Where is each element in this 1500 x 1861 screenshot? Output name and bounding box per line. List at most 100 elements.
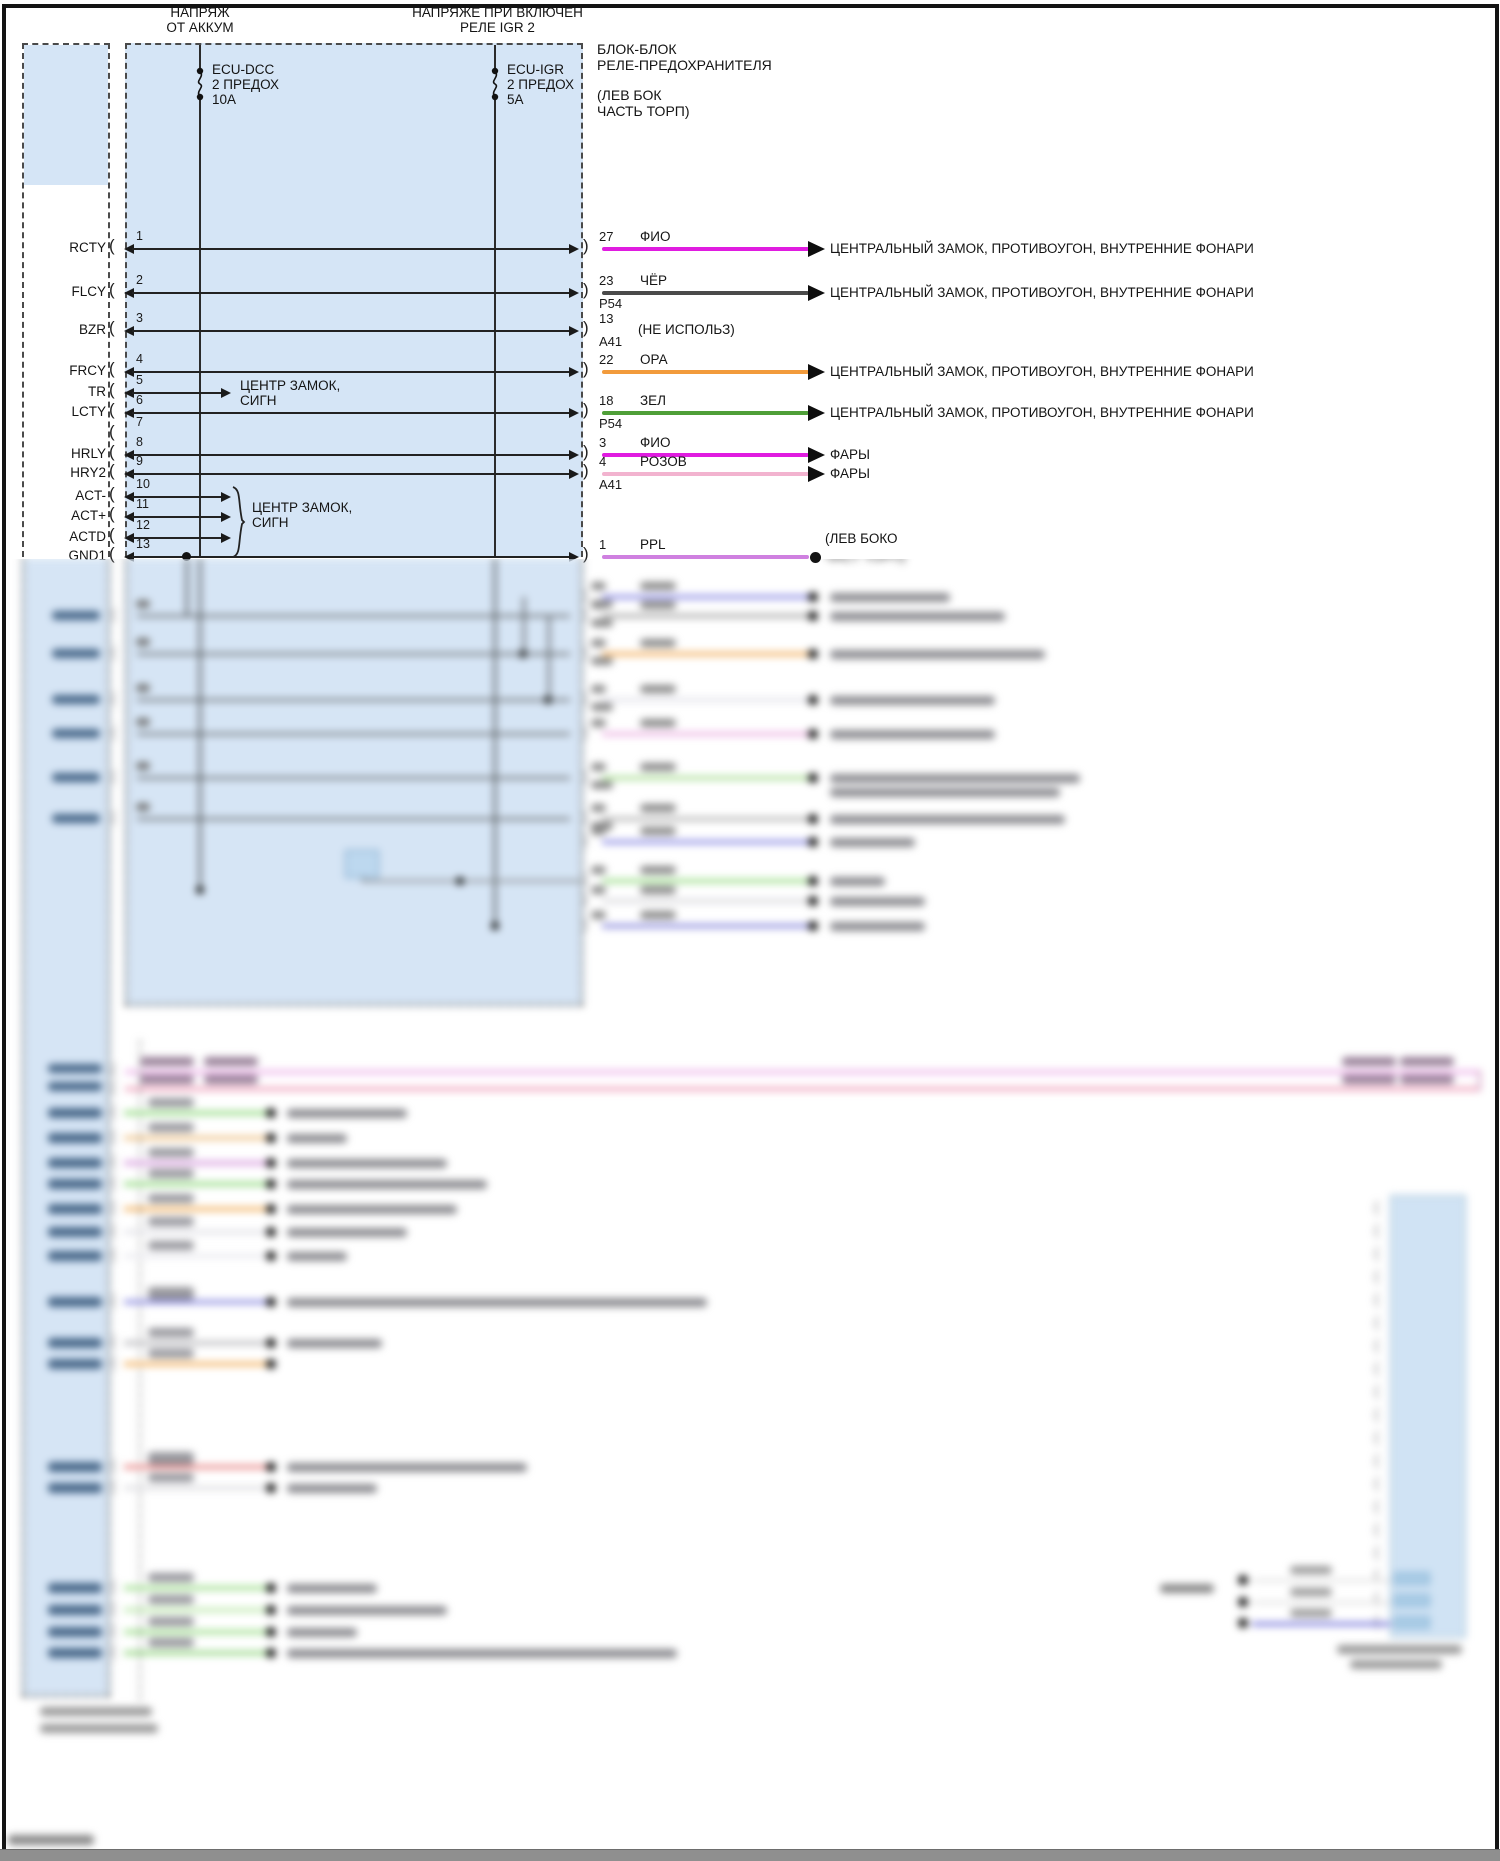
pin-bracket-icon: ( xyxy=(111,1457,116,1474)
relay-pin-number: 18 xyxy=(599,393,614,408)
relay-block-line2: РЕЛЕ-ПРЕДОХРАНИТЕЛЯ xyxy=(597,57,772,73)
left-pin-label: ACTD xyxy=(69,529,106,544)
blurred-line xyxy=(137,653,570,655)
blurred-text xyxy=(287,1484,377,1493)
blurred-line xyxy=(602,595,808,599)
pin-bracket-icon: ( xyxy=(111,1354,116,1371)
junction-dot xyxy=(266,1133,276,1143)
junction-dot xyxy=(808,921,818,931)
blurred-text xyxy=(287,1180,487,1189)
blurred-text xyxy=(148,1217,194,1226)
junction-dot xyxy=(808,814,818,824)
blurred-text xyxy=(148,1291,194,1300)
ecu-box-lower xyxy=(125,559,583,1006)
blurred-text xyxy=(136,638,150,646)
blurred-lower-diagram: (((((()))))))))))ЧАСТ ТОРП)(((((((((((((… xyxy=(0,559,1500,1861)
blurred-text xyxy=(287,1109,407,1118)
blurred-text xyxy=(1160,1584,1214,1593)
blurred-line xyxy=(186,559,188,616)
pin-number: 2 xyxy=(136,273,143,287)
colored-wire xyxy=(602,247,809,251)
fuse1-name: ECU-DCC xyxy=(212,62,275,77)
pin-bracket-icon: ( xyxy=(111,690,116,707)
blurred-text xyxy=(48,1648,102,1658)
blurred-text xyxy=(48,1583,102,1593)
junction-dot xyxy=(1238,1597,1248,1607)
blurred-text xyxy=(48,1227,102,1237)
blurred-text xyxy=(591,763,606,771)
destination-arrow-icon xyxy=(808,466,825,482)
wire-color-label: ФИО xyxy=(640,435,671,450)
junction-dot xyxy=(491,922,499,930)
pin-wire xyxy=(132,473,570,475)
pin-number: 4 xyxy=(136,352,143,366)
blurred-line xyxy=(124,1207,268,1211)
blurred-text xyxy=(52,649,100,658)
pin-number: 13 xyxy=(136,537,150,551)
blurred-text xyxy=(140,1075,194,1084)
junction-dot xyxy=(266,1627,276,1637)
pin-bracket-icon: ( xyxy=(1374,1314,1379,1331)
colored-wire xyxy=(602,411,809,415)
wire-arrow-right-icon xyxy=(569,450,579,460)
blurred-text xyxy=(830,897,925,906)
blurred-content-layer: (((((()))))))))))ЧАСТ ТОРП)(((((((((((((… xyxy=(0,559,1500,1861)
blurred-text xyxy=(1400,1075,1454,1084)
junction-dot xyxy=(266,1158,276,1168)
pin-bracket-icon: ( xyxy=(109,280,115,299)
blurred-text xyxy=(830,815,1065,824)
center-lock-note-line2: СИГН xyxy=(240,393,277,408)
junction-dot xyxy=(808,592,818,602)
pin-bracket-icon: ( xyxy=(1374,1222,1379,1239)
pin-number: 9 xyxy=(136,454,143,468)
pin-number: 3 xyxy=(136,311,143,325)
pin-number: 6 xyxy=(136,393,143,407)
blurred-text xyxy=(591,911,606,919)
pin-bracket-icon: ( xyxy=(111,1246,116,1263)
blurred-text xyxy=(640,685,676,693)
left-pin-label: LCTY xyxy=(71,404,106,419)
wire-arrow-right-icon xyxy=(569,552,579,562)
blurred-text xyxy=(148,1169,194,1178)
blurred-box xyxy=(1394,1616,1430,1629)
ppl-destination-note-line2: ЧАСТ ТОРП) xyxy=(825,559,905,564)
pin-bracket-icon: ( xyxy=(1374,1291,1379,1308)
wire-arrow-left-icon xyxy=(124,469,134,479)
blurred-text xyxy=(640,866,676,874)
pin-bracket-icon: ( xyxy=(1374,1429,1379,1446)
wire-color-label: ОРА xyxy=(640,352,668,367)
destination-arrow-icon xyxy=(808,364,825,380)
brace-icon xyxy=(232,486,246,558)
pin-bracket-icon: ) xyxy=(583,891,588,908)
blurred-text xyxy=(591,719,606,727)
pin-wire xyxy=(132,248,570,250)
pin-bracket-icon: ) xyxy=(583,871,588,888)
blurred-text xyxy=(48,1627,102,1637)
relay-connector-id: A41 xyxy=(599,477,623,492)
blurred-line xyxy=(125,1070,1480,1074)
fuse2-rating: 5А xyxy=(507,92,524,107)
blurred-text xyxy=(148,1595,194,1604)
junction-dot xyxy=(266,1483,276,1493)
junction-dot xyxy=(808,896,818,906)
junction-dot xyxy=(266,1359,276,1369)
blurred-text xyxy=(640,763,676,771)
blurred-line xyxy=(602,924,808,928)
pin-wire xyxy=(132,412,570,414)
ppl-destination-note-line1: (ЛЕВ БОКО xyxy=(825,531,898,546)
pin-bracket-icon: ( xyxy=(109,504,115,523)
supply-line-igr xyxy=(494,45,496,557)
pin-bracket-icon: ( xyxy=(1374,1544,1379,1561)
wire-arrow-left-icon xyxy=(124,367,134,377)
fuse-icon xyxy=(491,67,499,101)
pin-bracket-icon: ) xyxy=(583,461,589,480)
pin-bracket-icon: ( xyxy=(1374,1498,1379,1515)
pin-number: 1 xyxy=(136,229,143,243)
blurred-text xyxy=(136,684,150,692)
blurred-line xyxy=(124,1111,268,1115)
left-pin-label: BZR xyxy=(79,322,106,337)
relay-pin-number: 1 xyxy=(599,537,607,552)
blurred-text xyxy=(148,1349,194,1358)
destination-label: ФАРЫ xyxy=(830,466,870,481)
blurred-text xyxy=(52,695,100,704)
